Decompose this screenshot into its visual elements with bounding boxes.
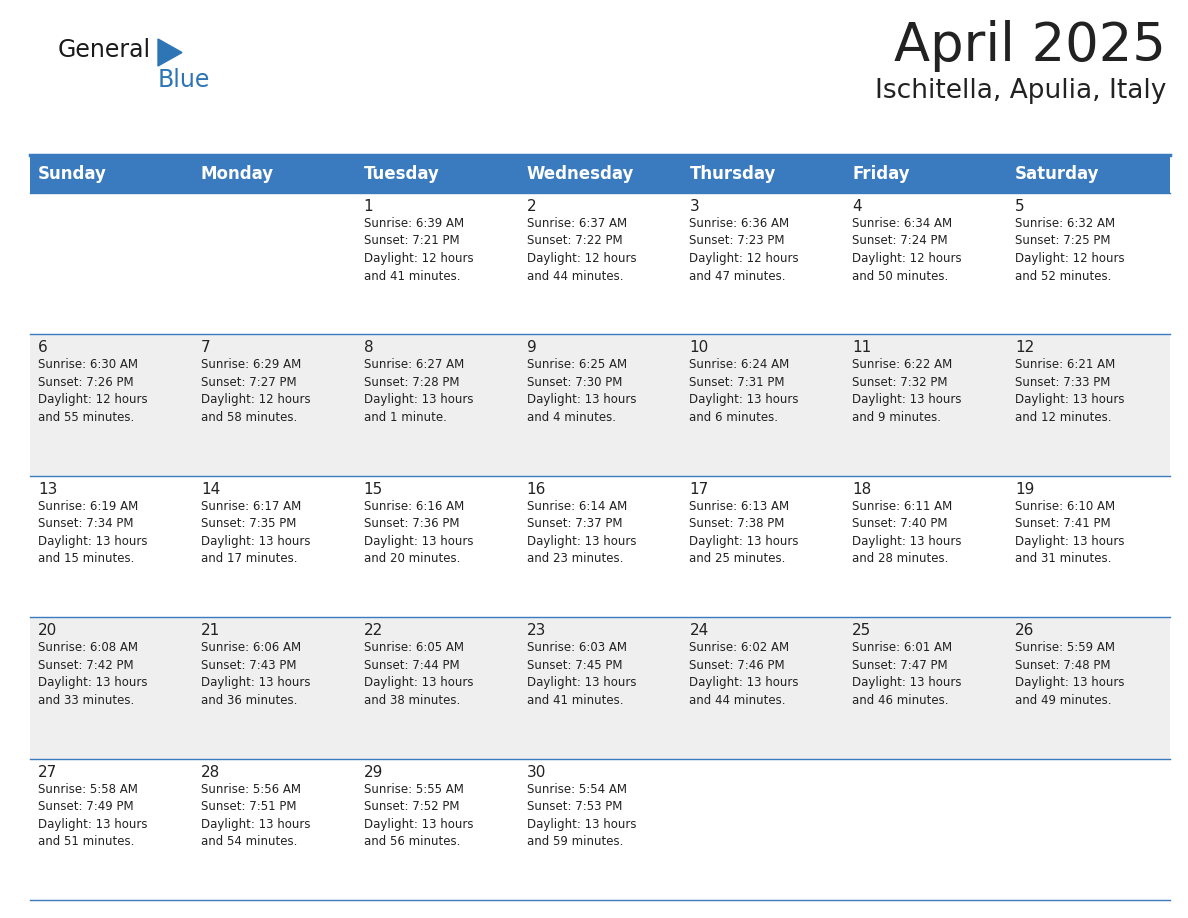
Bar — [30, 193, 1170, 334]
Text: April 2025: April 2025 — [895, 20, 1165, 72]
Text: Sunrise: 6:39 AM
Sunset: 7:21 PM
Daylight: 12 hours
and 41 minutes.: Sunrise: 6:39 AM Sunset: 7:21 PM Dayligh… — [364, 217, 473, 283]
Text: Sunrise: 6:34 AM
Sunset: 7:24 PM
Daylight: 12 hours
and 50 minutes.: Sunrise: 6:34 AM Sunset: 7:24 PM Dayligh… — [852, 217, 962, 283]
Text: 28: 28 — [201, 765, 220, 779]
Text: Wednesday: Wednesday — [526, 165, 634, 183]
Text: 14: 14 — [201, 482, 220, 497]
Text: 8: 8 — [364, 341, 373, 355]
Text: Monday: Monday — [201, 165, 274, 183]
Text: Sunrise: 6:14 AM
Sunset: 7:37 PM
Daylight: 13 hours
and 23 minutes.: Sunrise: 6:14 AM Sunset: 7:37 PM Dayligh… — [526, 499, 636, 565]
Text: Sunrise: 6:36 AM
Sunset: 7:23 PM
Daylight: 12 hours
and 47 minutes.: Sunrise: 6:36 AM Sunset: 7:23 PM Dayligh… — [689, 217, 800, 283]
Text: Sunrise: 6:29 AM
Sunset: 7:27 PM
Daylight: 12 hours
and 58 minutes.: Sunrise: 6:29 AM Sunset: 7:27 PM Dayligh… — [201, 358, 310, 424]
Bar — [30, 476, 1170, 617]
Text: Blue: Blue — [158, 68, 210, 92]
Text: 2: 2 — [526, 199, 536, 214]
Text: Friday: Friday — [852, 165, 910, 183]
Text: Thursday: Thursday — [689, 165, 776, 183]
Text: General: General — [58, 38, 151, 62]
Text: Sunrise: 6:22 AM
Sunset: 7:32 PM
Daylight: 13 hours
and 9 minutes.: Sunrise: 6:22 AM Sunset: 7:32 PM Dayligh… — [852, 358, 962, 424]
Text: Sunrise: 6:16 AM
Sunset: 7:36 PM
Daylight: 13 hours
and 20 minutes.: Sunrise: 6:16 AM Sunset: 7:36 PM Dayligh… — [364, 499, 473, 565]
Bar — [30, 334, 1170, 476]
Text: Sunrise: 6:08 AM
Sunset: 7:42 PM
Daylight: 13 hours
and 33 minutes.: Sunrise: 6:08 AM Sunset: 7:42 PM Dayligh… — [38, 641, 147, 707]
Text: Sunrise: 6:21 AM
Sunset: 7:33 PM
Daylight: 13 hours
and 12 minutes.: Sunrise: 6:21 AM Sunset: 7:33 PM Dayligh… — [1015, 358, 1125, 424]
Text: Sunrise: 5:59 AM
Sunset: 7:48 PM
Daylight: 13 hours
and 49 minutes.: Sunrise: 5:59 AM Sunset: 7:48 PM Dayligh… — [1015, 641, 1125, 707]
Text: 9: 9 — [526, 341, 536, 355]
Text: 19: 19 — [1015, 482, 1035, 497]
Text: 25: 25 — [852, 623, 872, 638]
Text: 4: 4 — [852, 199, 862, 214]
Text: Sunrise: 6:19 AM
Sunset: 7:34 PM
Daylight: 13 hours
and 15 minutes.: Sunrise: 6:19 AM Sunset: 7:34 PM Dayligh… — [38, 499, 147, 565]
Text: 24: 24 — [689, 623, 709, 638]
Text: Sunrise: 5:55 AM
Sunset: 7:52 PM
Daylight: 13 hours
and 56 minutes.: Sunrise: 5:55 AM Sunset: 7:52 PM Dayligh… — [364, 783, 473, 848]
Text: Sunrise: 6:10 AM
Sunset: 7:41 PM
Daylight: 13 hours
and 31 minutes.: Sunrise: 6:10 AM Sunset: 7:41 PM Dayligh… — [1015, 499, 1125, 565]
Text: 27: 27 — [38, 765, 57, 779]
Text: 26: 26 — [1015, 623, 1035, 638]
Text: 13: 13 — [38, 482, 57, 497]
Text: Sunrise: 5:58 AM
Sunset: 7:49 PM
Daylight: 13 hours
and 51 minutes.: Sunrise: 5:58 AM Sunset: 7:49 PM Dayligh… — [38, 783, 147, 848]
Bar — [682, 155, 845, 193]
Text: Sunrise: 6:06 AM
Sunset: 7:43 PM
Daylight: 13 hours
and 36 minutes.: Sunrise: 6:06 AM Sunset: 7:43 PM Dayligh… — [201, 641, 310, 707]
Text: Sunrise: 6:05 AM
Sunset: 7:44 PM
Daylight: 13 hours
and 38 minutes.: Sunrise: 6:05 AM Sunset: 7:44 PM Dayligh… — [364, 641, 473, 707]
Text: Saturday: Saturday — [1015, 165, 1100, 183]
Text: 1: 1 — [364, 199, 373, 214]
Text: 5: 5 — [1015, 199, 1025, 214]
Text: Sunrise: 6:32 AM
Sunset: 7:25 PM
Daylight: 12 hours
and 52 minutes.: Sunrise: 6:32 AM Sunset: 7:25 PM Dayligh… — [1015, 217, 1125, 283]
Bar — [845, 155, 1007, 193]
Text: Sunrise: 6:25 AM
Sunset: 7:30 PM
Daylight: 13 hours
and 4 minutes.: Sunrise: 6:25 AM Sunset: 7:30 PM Dayligh… — [526, 358, 636, 424]
Text: 20: 20 — [38, 623, 57, 638]
Text: 11: 11 — [852, 341, 872, 355]
Text: Sunrise: 6:02 AM
Sunset: 7:46 PM
Daylight: 13 hours
and 44 minutes.: Sunrise: 6:02 AM Sunset: 7:46 PM Dayligh… — [689, 641, 798, 707]
Text: Sunrise: 6:11 AM
Sunset: 7:40 PM
Daylight: 13 hours
and 28 minutes.: Sunrise: 6:11 AM Sunset: 7:40 PM Dayligh… — [852, 499, 962, 565]
Bar — [30, 155, 192, 193]
Text: 21: 21 — [201, 623, 220, 638]
Text: Sunrise: 5:54 AM
Sunset: 7:53 PM
Daylight: 13 hours
and 59 minutes.: Sunrise: 5:54 AM Sunset: 7:53 PM Dayligh… — [526, 783, 636, 848]
Text: 16: 16 — [526, 482, 546, 497]
Bar — [30, 617, 1170, 758]
Text: 15: 15 — [364, 482, 383, 497]
Text: 3: 3 — [689, 199, 700, 214]
Text: 12: 12 — [1015, 341, 1035, 355]
Bar — [1007, 155, 1170, 193]
Text: 10: 10 — [689, 341, 709, 355]
Bar — [30, 758, 1170, 900]
Text: Sunrise: 6:30 AM
Sunset: 7:26 PM
Daylight: 12 hours
and 55 minutes.: Sunrise: 6:30 AM Sunset: 7:26 PM Dayligh… — [38, 358, 147, 424]
Text: 22: 22 — [364, 623, 383, 638]
Text: 23: 23 — [526, 623, 546, 638]
Polygon shape — [158, 39, 182, 66]
Text: Sunrise: 6:24 AM
Sunset: 7:31 PM
Daylight: 13 hours
and 6 minutes.: Sunrise: 6:24 AM Sunset: 7:31 PM Dayligh… — [689, 358, 798, 424]
Text: Sunrise: 5:56 AM
Sunset: 7:51 PM
Daylight: 13 hours
and 54 minutes.: Sunrise: 5:56 AM Sunset: 7:51 PM Dayligh… — [201, 783, 310, 848]
Bar — [519, 155, 682, 193]
Text: 29: 29 — [364, 765, 383, 779]
Text: Sunrise: 6:03 AM
Sunset: 7:45 PM
Daylight: 13 hours
and 41 minutes.: Sunrise: 6:03 AM Sunset: 7:45 PM Dayligh… — [526, 641, 636, 707]
Text: Sunrise: 6:13 AM
Sunset: 7:38 PM
Daylight: 13 hours
and 25 minutes.: Sunrise: 6:13 AM Sunset: 7:38 PM Dayligh… — [689, 499, 798, 565]
Bar — [192, 155, 355, 193]
Text: 18: 18 — [852, 482, 872, 497]
Text: Sunday: Sunday — [38, 165, 107, 183]
Text: Ischitella, Apulia, Italy: Ischitella, Apulia, Italy — [874, 78, 1165, 104]
Text: Tuesday: Tuesday — [364, 165, 440, 183]
Text: Sunrise: 6:37 AM
Sunset: 7:22 PM
Daylight: 12 hours
and 44 minutes.: Sunrise: 6:37 AM Sunset: 7:22 PM Dayligh… — [526, 217, 637, 283]
Text: Sunrise: 6:01 AM
Sunset: 7:47 PM
Daylight: 13 hours
and 46 minutes.: Sunrise: 6:01 AM Sunset: 7:47 PM Dayligh… — [852, 641, 962, 707]
Text: Sunrise: 6:27 AM
Sunset: 7:28 PM
Daylight: 13 hours
and 1 minute.: Sunrise: 6:27 AM Sunset: 7:28 PM Dayligh… — [364, 358, 473, 424]
Text: 17: 17 — [689, 482, 709, 497]
Text: Sunrise: 6:17 AM
Sunset: 7:35 PM
Daylight: 13 hours
and 17 minutes.: Sunrise: 6:17 AM Sunset: 7:35 PM Dayligh… — [201, 499, 310, 565]
Text: 7: 7 — [201, 341, 210, 355]
Text: 30: 30 — [526, 765, 546, 779]
Text: 6: 6 — [38, 341, 48, 355]
Bar — [355, 155, 519, 193]
